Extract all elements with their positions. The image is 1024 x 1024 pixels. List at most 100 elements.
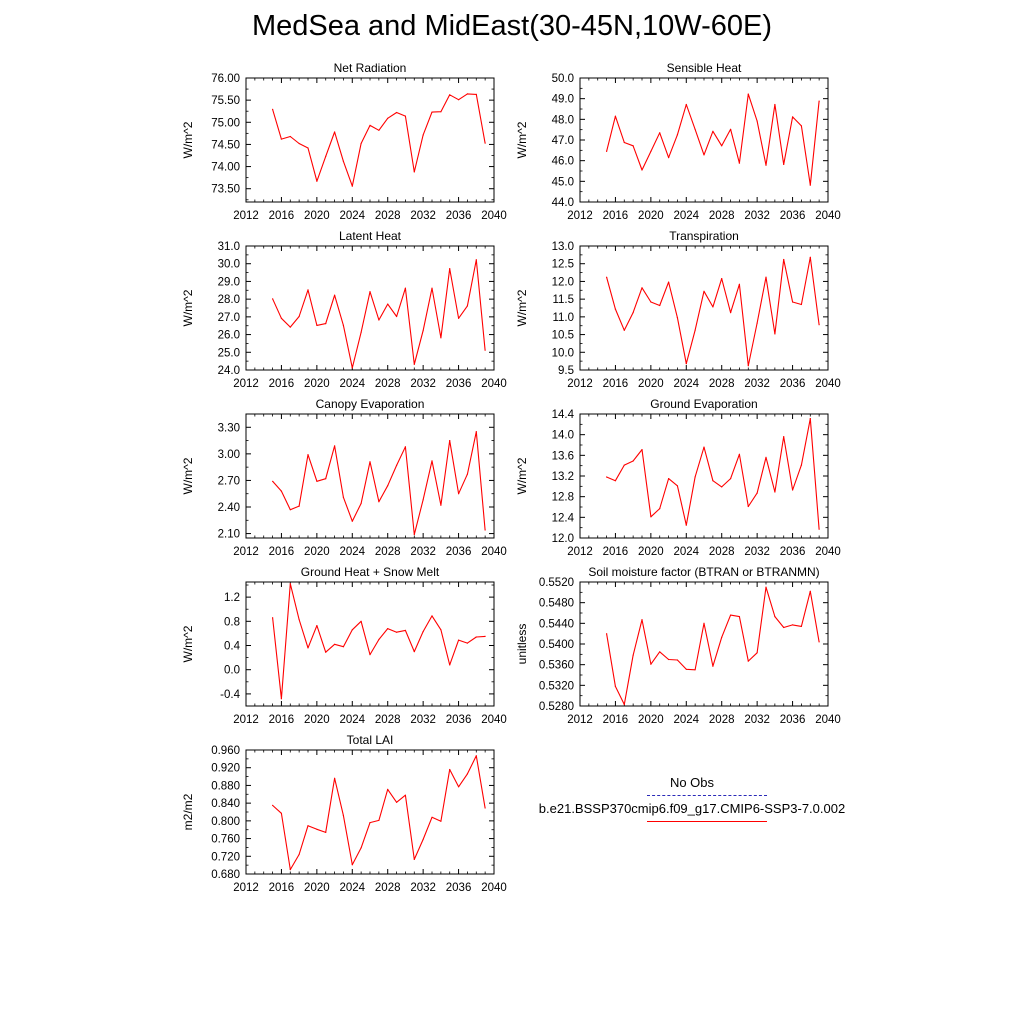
x-tick-label: 2040: [481, 546, 507, 558]
data-point: [378, 319, 380, 321]
y-tick-label: 2.40: [218, 502, 240, 514]
data-point: [422, 838, 424, 841]
data-point: [765, 276, 767, 278]
data-point: [738, 283, 741, 285]
data-point: [466, 773, 468, 775]
data-point: [475, 93, 477, 95]
data-point: [360, 142, 362, 145]
y-tick-label: 0.4: [224, 641, 241, 653]
chart-title: Ground Evaporation: [650, 397, 757, 411]
y-tick-label: 28.0: [218, 294, 240, 306]
x-tick-label: 2028: [709, 378, 735, 390]
data-point: [466, 473, 468, 475]
data-point: [623, 703, 625, 706]
chart-title: Net Radiation: [334, 61, 407, 75]
data-point: [650, 516, 652, 518]
y-tick-label: 75.50: [211, 95, 240, 107]
x-tick-label: 2040: [481, 882, 507, 894]
y-tick-label: 73.50: [211, 184, 240, 196]
data-point: [449, 94, 451, 96]
data-point: [747, 505, 749, 508]
data-point: [289, 135, 291, 138]
y-tick-label: 9.5: [558, 365, 574, 377]
data-point: [694, 669, 696, 671]
data-point: [307, 825, 309, 827]
y-tick-label: 74.00: [211, 162, 240, 174]
data-point: [703, 622, 705, 624]
data-point: [774, 616, 776, 618]
data-point: [387, 628, 389, 630]
x-tick-label: 2020: [638, 378, 664, 390]
y-tick-label: 11.5: [552, 294, 574, 306]
data-point: [668, 658, 670, 661]
x-tick-label: 2016: [269, 546, 295, 558]
data-point: [466, 642, 468, 644]
data-point: [440, 504, 442, 506]
y-tick-label: 45.0: [552, 176, 574, 188]
x-tick-label: 2016: [269, 714, 295, 726]
x-tick-label: 2012: [233, 882, 259, 894]
data-point: [404, 446, 406, 448]
y-tick-label: 2.70: [218, 475, 240, 487]
data-point: [712, 665, 714, 667]
series-line-ground-heat-snow-melt: [272, 583, 486, 700]
data-point: [413, 171, 415, 173]
data-point: [422, 631, 424, 633]
y-tick-label: 27.0: [218, 312, 240, 324]
x-tick-label: 2016: [603, 378, 629, 390]
data-point: [765, 164, 767, 166]
data-point: [694, 476, 696, 478]
data-point: [792, 116, 794, 118]
x-tick-label: 2032: [410, 714, 436, 726]
x-tick-label: 2016: [603, 714, 629, 726]
data-point: [440, 629, 442, 631]
data-point: [738, 616, 741, 618]
y-tick-label: 0.5440: [539, 618, 574, 630]
y-tick-label: 24.0: [218, 365, 240, 377]
x-tick-label: 2012: [567, 714, 593, 726]
x-tick-label: 2028: [375, 714, 401, 726]
chart-transpiration: Transpiration W/m^2 2012 2016 2020 2024 2028 20…: [515, 229, 841, 390]
data-point: [632, 460, 634, 462]
y-axis-label: W/m^2: [181, 289, 195, 326]
data-point: [280, 812, 282, 814]
x-tick-label: 2012: [567, 210, 593, 222]
chart-title: Transpiration: [669, 229, 739, 243]
data-point: [712, 130, 714, 132]
data-point: [334, 294, 336, 296]
x-tick-label: 2036: [780, 546, 806, 558]
data-point: [747, 93, 749, 95]
data-point: [351, 185, 353, 187]
chart-title: Canopy Evaporation: [316, 397, 425, 411]
data-point: [272, 480, 274, 482]
y-tick-label: 12.5: [552, 259, 574, 271]
data-point: [272, 617, 274, 619]
y-tick-label: 0.5320: [539, 680, 574, 692]
y-tick-label: -0.4: [220, 689, 240, 701]
data-point: [685, 524, 687, 526]
data-point: [792, 624, 794, 626]
data-point: [703, 446, 705, 448]
data-point: [342, 160, 344, 162]
data-point: [721, 486, 723, 488]
data-point: [765, 586, 767, 588]
series-line-transpiration: [606, 256, 820, 367]
data-point: [404, 115, 406, 117]
data-point: [623, 329, 625, 331]
data-point: [458, 639, 460, 641]
data-point: [641, 449, 643, 451]
data-point: [396, 111, 398, 114]
data-point: [413, 533, 415, 536]
data-point: [809, 590, 811, 592]
y-tick-label: 48.0: [552, 114, 574, 126]
data-point: [396, 631, 398, 633]
data-point: [316, 828, 318, 830]
data-point: [396, 801, 398, 803]
data-point: [422, 330, 424, 332]
data-point: [668, 478, 670, 480]
data-point: [342, 646, 344, 648]
data-point: [730, 614, 732, 616]
legend: No Obs b.e21.BSSP370cmip6.f09_g17.CMIP6-…: [528, 775, 856, 827]
legend-label-obs: No Obs: [669, 775, 715, 790]
x-tick-label: 2040: [815, 210, 841, 222]
